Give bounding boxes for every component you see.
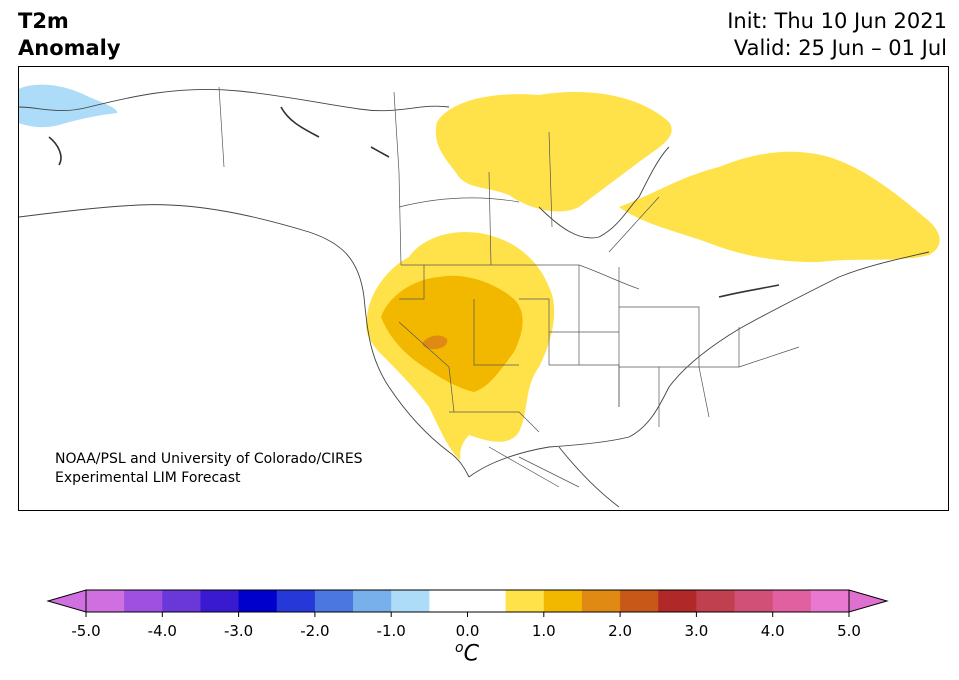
colorbar-above-arrow <box>848 589 889 613</box>
colorbar-segment <box>581 590 621 612</box>
colorbar-segment <box>772 590 812 612</box>
credit-text: NOAA/PSL and University of Colorado/CIRE… <box>55 450 363 488</box>
valid-range: Valid: 25 Jun – 01 Jul <box>733 36 947 60</box>
borders <box>218 86 800 488</box>
colorbar-segment <box>543 590 583 612</box>
colorbar-segment <box>620 590 659 612</box>
forecast-dates: Init: Thu 10 Jun 2021 Valid: 25 Jun – 01… <box>727 8 947 62</box>
colorbar-segment <box>734 590 774 612</box>
warm-anomaly-west-us-strong <box>381 275 523 392</box>
colorbar-segment <box>658 590 697 612</box>
unit-degree: o <box>455 640 464 656</box>
colorbar-segment <box>86 590 125 612</box>
colorbar-segment <box>429 590 468 612</box>
warm-anomaly-core <box>422 335 448 350</box>
lakes <box>48 106 780 298</box>
colorbar-segment <box>200 590 240 612</box>
colorbar-segment <box>467 590 507 612</box>
colorbar-tick-label: 5.0 <box>837 622 861 640</box>
colorbar-segment <box>810 590 850 612</box>
credit-line-1: NOAA/PSL and University of Colorado/CIRE… <box>55 451 363 467</box>
colorbar-segment <box>124 590 163 612</box>
map-title: T2m Anomaly <box>18 8 121 62</box>
warm-anomaly-quebec <box>619 151 940 263</box>
colorbar-tick-label: -4.0 <box>147 622 177 640</box>
colorbar-segment <box>391 590 430 612</box>
coastlines <box>19 88 930 508</box>
colorbar-segment <box>162 590 201 612</box>
colorbar-tick-label: 1.0 <box>531 622 556 640</box>
colorbar-segment <box>505 590 545 612</box>
colorbar-tick-label: -1.0 <box>376 622 406 640</box>
colorbar-tick-label: -5.0 <box>71 622 101 640</box>
title-line-1: T2m <box>18 9 69 33</box>
colorbar-tick-label: 4.0 <box>760 622 785 640</box>
unit-letter: C <box>463 641 479 667</box>
colorbar-unit: oC <box>455 640 479 666</box>
colorbar-tick-label: 0.0 <box>455 622 480 640</box>
cool-anomaly-alaska <box>19 84 118 128</box>
title-line-2: Anomaly <box>18 36 121 60</box>
colorbar-segment <box>276 590 316 612</box>
colorbar-tick-label: -2.0 <box>300 622 330 640</box>
credit-line-2: Experimental LIM Forecast <box>55 470 241 486</box>
colorbar-tick-label: 3.0 <box>684 622 709 640</box>
colorbar-segment <box>353 590 392 612</box>
colorbar-ticks <box>85 612 850 617</box>
colorbar-segment <box>696 590 736 612</box>
colorbar-segment <box>238 590 278 612</box>
warm-anomaly-canada <box>435 92 672 212</box>
colorbar-below-arrow <box>46 589 87 613</box>
anomaly-map <box>18 66 949 511</box>
colorbar-frame <box>85 589 850 613</box>
colorbar <box>46 589 889 617</box>
colorbar-segments <box>86 590 850 612</box>
map-canvas <box>19 84 940 508</box>
colorbar-segment <box>314 590 354 612</box>
colorbar-tick-label: 2.0 <box>608 622 633 640</box>
colorbar-tick-label: -3.0 <box>223 622 254 640</box>
init-date: Init: Thu 10 Jun 2021 <box>727 9 947 33</box>
